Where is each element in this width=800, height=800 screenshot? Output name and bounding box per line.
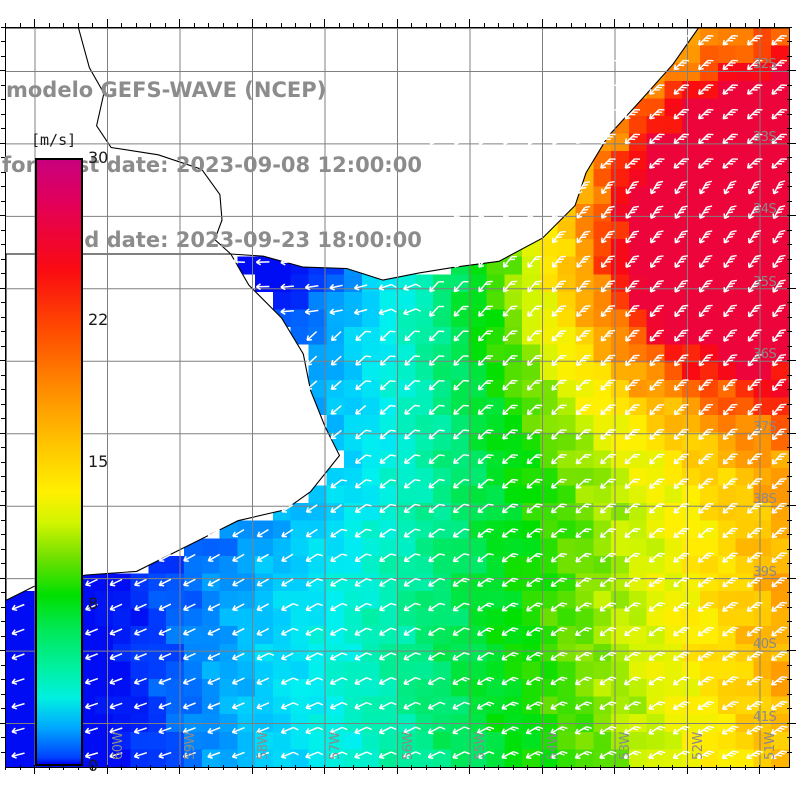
title-forecast-date-line: forecast date: 2023-09-08 12:00:00 <box>2 153 422 177</box>
longitude-label-55w: 55W <box>473 732 488 760</box>
latitude-label-41s: 41S <box>753 709 777 725</box>
latitude-label-37s: 37S <box>753 419 777 435</box>
latitude-label-34s: 34S <box>753 202 777 218</box>
longitude-label-54w: 54W <box>545 732 561 760</box>
latitude-label-39s: 39S <box>753 564 777 580</box>
latitude-label-40s: 40S <box>753 637 777 653</box>
latitude-label-35s: 35S <box>753 274 777 290</box>
title-valid-date-line: valid date: 2023-09-23 18:00:00 <box>42 228 422 252</box>
latitude-label-33s: 33S <box>753 129 777 145</box>
map-plot-area[interactable] <box>5 27 790 768</box>
longitude-label-53w: 53W <box>618 732 633 760</box>
colorbar-tick-22: 22 <box>88 310 109 330</box>
longitude-label-58w: 58W <box>255 732 271 760</box>
longitude-label-60w: 60W <box>110 732 126 760</box>
longitude-label-56w: 56W <box>400 732 416 760</box>
latitude-label-36s: 36S <box>753 347 777 363</box>
colorbar-gradient[interactable] <box>35 158 83 766</box>
colorbar-units-label: [m/s] <box>31 131 77 149</box>
longitude-label-52w: 52W <box>690 732 706 760</box>
longitude-label-51w: 51W <box>763 732 778 760</box>
latitude-label-38s: 38S <box>753 492 777 508</box>
colorbar-tick-30: 30 <box>88 148 109 167</box>
chart-title-block: modelo GEFS-WAVE (NCEP) forecast date: 2… <box>0 28 520 303</box>
longitude-label-57w: 57W <box>328 732 343 760</box>
title-model-line: modelo GEFS-WAVE (NCEP) <box>6 78 327 102</box>
latitude-label-32s: 32S <box>753 57 777 73</box>
colorbar-tick-15: 15 <box>88 452 109 471</box>
colorbar-tick-0: 0 <box>88 756 99 775</box>
longitude-label-59w: 59W <box>183 732 198 760</box>
wind-barb-layer <box>11 35 788 760</box>
colorbar-tick-8: 8 <box>88 593 99 613</box>
